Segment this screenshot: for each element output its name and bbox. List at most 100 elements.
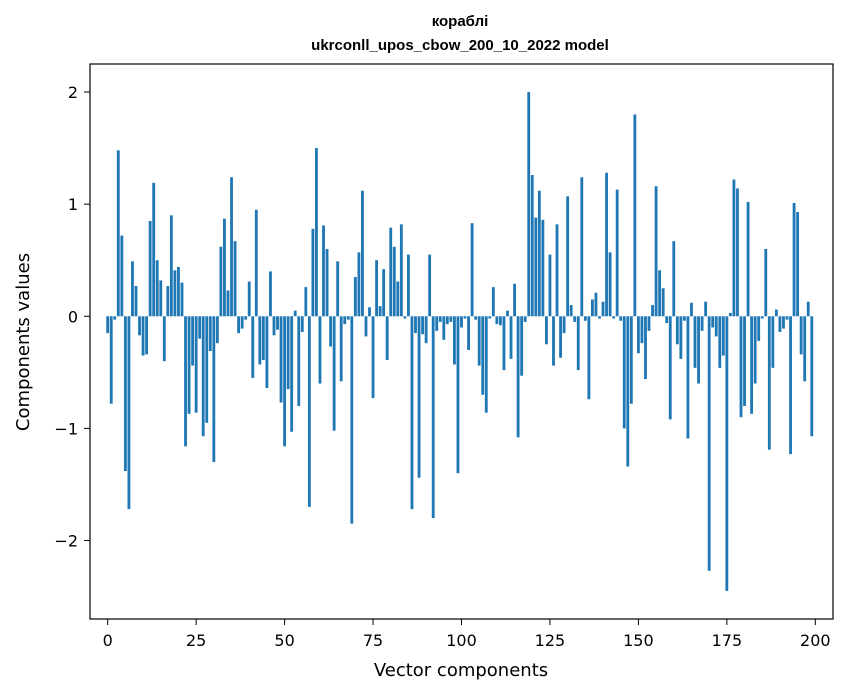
bar bbox=[109, 316, 113, 404]
bar bbox=[545, 316, 548, 345]
bar bbox=[403, 316, 407, 319]
bar bbox=[177, 266, 180, 317]
bar bbox=[166, 286, 170, 317]
bar bbox=[456, 316, 460, 474]
bar bbox=[353, 277, 357, 317]
bar bbox=[626, 316, 630, 467]
bar bbox=[223, 218, 226, 317]
bar bbox=[392, 246, 396, 317]
bar bbox=[693, 316, 697, 368]
bar bbox=[162, 316, 166, 362]
bar bbox=[481, 316, 485, 395]
bar bbox=[258, 316, 262, 365]
bar bbox=[368, 307, 371, 317]
bar bbox=[721, 316, 725, 356]
bar bbox=[293, 310, 297, 317]
bar bbox=[704, 301, 708, 317]
bar bbox=[194, 316, 198, 413]
bar bbox=[771, 316, 775, 368]
bar bbox=[371, 316, 375, 399]
bar bbox=[612, 316, 616, 319]
bar bbox=[361, 190, 364, 317]
x-tick-label: 50 bbox=[274, 631, 294, 650]
bar bbox=[647, 316, 651, 331]
bar bbox=[428, 254, 432, 317]
bar bbox=[782, 316, 785, 329]
bar bbox=[590, 299, 594, 317]
bar bbox=[523, 316, 527, 322]
bar bbox=[276, 316, 279, 330]
bar bbox=[562, 316, 566, 334]
y-axis-label: Components values bbox=[13, 253, 34, 431]
bar bbox=[661, 288, 665, 317]
x-tick-label: 150 bbox=[623, 631, 654, 650]
bar bbox=[810, 316, 814, 437]
bar bbox=[520, 316, 524, 376]
bar bbox=[806, 301, 810, 317]
bar bbox=[658, 270, 662, 317]
bar bbox=[396, 281, 400, 317]
bar bbox=[594, 292, 598, 317]
bar bbox=[138, 316, 141, 336]
bar bbox=[283, 316, 287, 447]
bar bbox=[318, 316, 322, 384]
bar bbox=[336, 261, 340, 317]
bar bbox=[700, 316, 704, 331]
bar bbox=[237, 316, 241, 334]
bar bbox=[665, 316, 669, 323]
bar bbox=[307, 316, 311, 507]
bar bbox=[707, 316, 711, 571]
bar bbox=[474, 316, 478, 320]
bar bbox=[537, 190, 541, 317]
bar bbox=[375, 260, 378, 317]
x-tick-label: 25 bbox=[186, 631, 206, 650]
bar bbox=[460, 316, 463, 328]
y-tick-label: 0 bbox=[68, 307, 78, 326]
bar bbox=[187, 316, 191, 414]
bar bbox=[502, 316, 506, 371]
bar bbox=[789, 316, 792, 455]
bar bbox=[378, 306, 382, 317]
chart-title: кораблі bbox=[432, 13, 489, 30]
bar bbox=[127, 316, 131, 510]
bar bbox=[180, 282, 184, 317]
bar bbox=[212, 316, 216, 463]
bar bbox=[329, 316, 333, 347]
bar bbox=[230, 177, 233, 317]
bar bbox=[269, 271, 272, 317]
bar bbox=[215, 316, 219, 344]
bar bbox=[300, 316, 304, 332]
bar bbox=[644, 316, 647, 380]
bar bbox=[552, 316, 555, 366]
bar bbox=[173, 270, 177, 317]
bar bbox=[410, 316, 414, 510]
bar bbox=[750, 316, 754, 414]
bar bbox=[778, 316, 782, 332]
bar bbox=[548, 254, 552, 317]
bar bbox=[636, 316, 640, 354]
bar bbox=[141, 316, 145, 356]
bar bbox=[668, 316, 672, 420]
bar bbox=[608, 252, 612, 317]
bar bbox=[290, 316, 294, 432]
bar bbox=[389, 227, 393, 317]
x-tick-label: 200 bbox=[800, 631, 831, 650]
bar bbox=[134, 286, 138, 317]
bar bbox=[131, 261, 134, 317]
bar bbox=[414, 316, 417, 334]
bar bbox=[566, 196, 570, 317]
bar bbox=[576, 316, 580, 371]
bar bbox=[247, 281, 251, 317]
bar bbox=[279, 316, 283, 403]
bar bbox=[796, 212, 800, 317]
bar bbox=[799, 316, 803, 355]
x-tick-label: 0 bbox=[103, 631, 113, 650]
bar bbox=[732, 179, 736, 317]
bar bbox=[169, 215, 173, 317]
bar bbox=[598, 316, 601, 319]
bar bbox=[736, 188, 739, 317]
bar bbox=[555, 224, 559, 317]
bar bbox=[325, 249, 329, 317]
bar bbox=[421, 316, 424, 335]
bar bbox=[651, 305, 654, 317]
